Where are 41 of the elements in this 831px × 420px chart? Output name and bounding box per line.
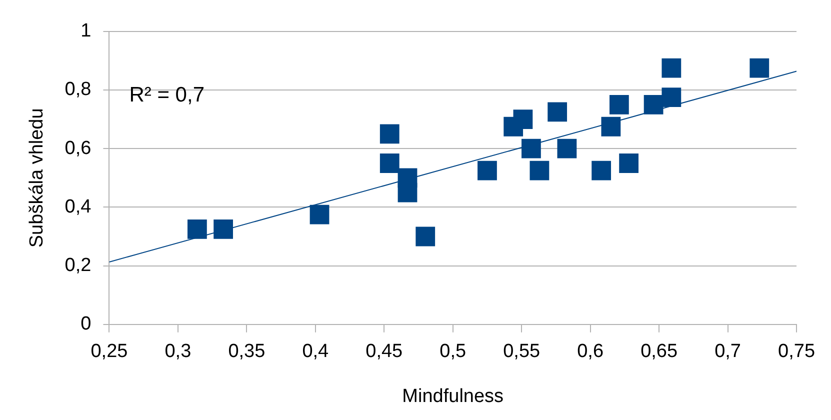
x-tick-label: 0,3 <box>164 341 192 362</box>
y-tick-label: 0,4 <box>64 196 92 218</box>
x-tick-label: 0,75 <box>778 341 815 362</box>
annotation: R² = 0,7 <box>129 84 205 107</box>
point <box>522 138 541 158</box>
x-tick-label: 0,65 <box>640 341 678 362</box>
point <box>310 204 330 224</box>
point <box>380 124 400 144</box>
point <box>609 94 629 114</box>
point <box>750 58 770 78</box>
x-tick-label: 0,5 <box>440 341 466 362</box>
point <box>548 102 568 122</box>
point <box>662 58 682 78</box>
y-tick-label: 0,6 <box>64 138 92 159</box>
x-tick-label: 0,6 <box>577 341 604 362</box>
point <box>644 94 664 114</box>
y-tick-label: 0,2 <box>64 255 92 276</box>
point <box>398 182 418 202</box>
point <box>601 116 621 136</box>
point <box>513 110 533 129</box>
y-axis-title: Subškála vhledu <box>26 108 48 248</box>
point <box>619 154 638 173</box>
x-tick-label: 0,55 <box>503 341 540 362</box>
y-tick-label: 0,8 <box>64 79 92 100</box>
y-tick-label: 0 <box>80 314 92 335</box>
point <box>187 219 207 239</box>
point <box>557 138 577 158</box>
point <box>530 160 550 180</box>
point <box>214 219 233 239</box>
x-tick-label: 0,25 <box>90 341 128 362</box>
x-tick-label: 0,7 <box>714 341 741 362</box>
point <box>380 154 400 173</box>
x-tick-label: 0,4 <box>302 341 330 362</box>
x-tick-label: 0,35 <box>228 341 266 362</box>
point <box>478 160 497 180</box>
point <box>662 88 682 108</box>
y-tick-label: 1 <box>80 20 92 42</box>
x-axis-title: Mindfulness <box>402 386 504 407</box>
x-tick-label: 0,45 <box>366 341 403 362</box>
point <box>416 226 436 246</box>
point <box>592 160 612 180</box>
